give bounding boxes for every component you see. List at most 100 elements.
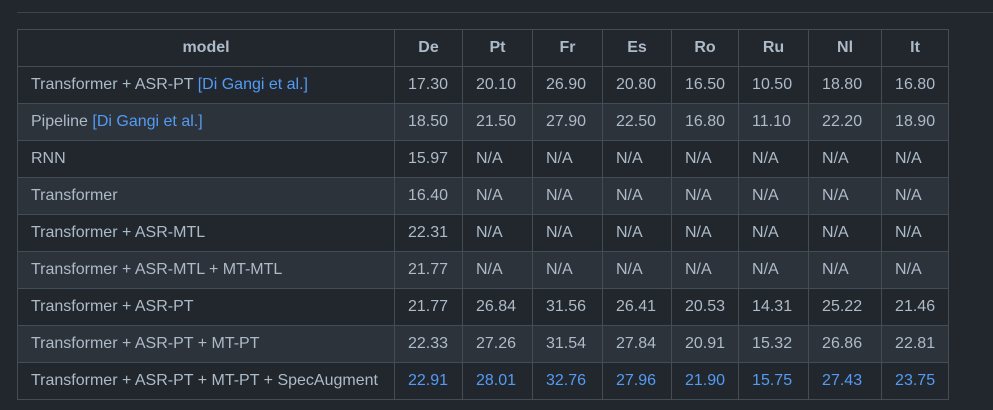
- score-cell: 14.31: [738, 288, 810, 326]
- score-cell: 18.90: [881, 103, 950, 141]
- column-header-fr: Fr: [532, 29, 603, 67]
- column-header-it: It: [881, 29, 950, 67]
- score-cell: 23.75: [881, 362, 950, 400]
- score-cell: 27.90: [532, 103, 603, 141]
- column-header-model: model: [17, 29, 395, 67]
- score-cell: N/A: [808, 177, 883, 215]
- score-cell: N/A: [602, 214, 672, 252]
- score-cell: N/A: [881, 251, 950, 289]
- score-cell: 15.32: [738, 325, 810, 363]
- score-cell: N/A: [462, 140, 533, 178]
- score-cell: N/A: [532, 140, 603, 178]
- column-header-es: Es: [602, 29, 672, 67]
- score-cell: N/A: [462, 177, 533, 215]
- score-cell: 26.41: [602, 288, 672, 326]
- score-cell: N/A: [808, 214, 883, 252]
- score-cell: 20.80: [602, 66, 672, 104]
- score-cell: 21.77: [394, 288, 463, 326]
- score-cell: N/A: [670, 214, 740, 252]
- model-name: Transformer + ASR-PT: [31, 76, 194, 93]
- column-header-pt: Pt: [462, 29, 533, 67]
- heading-divider: [17, 12, 993, 13]
- score-cell: 20.53: [670, 288, 740, 326]
- table-row: Transformer + ASR-PT [Di Gangi et al.] 17…: [17, 66, 950, 104]
- score-cell: 16.80: [881, 66, 950, 104]
- score-cell: N/A: [462, 214, 533, 252]
- model-cell: Transformer + ASR-PT + MT-PT + SpecAugme…: [17, 362, 395, 400]
- score-cell: N/A: [738, 214, 810, 252]
- score-cell: 20.10: [462, 66, 533, 104]
- score-cell: 28.01: [462, 362, 533, 400]
- table-row: Transformer + ASR-PT + MT-PT + SpecAugme…: [17, 362, 950, 400]
- score-cell: N/A: [670, 251, 740, 289]
- table-row: Transformer + ASR-MTL + MT-MTL 21.77 N/A N/…: [17, 251, 950, 289]
- citation-link[interactable]: [Di Gangi et al.]: [197, 76, 308, 93]
- score-cell: 27.26: [462, 325, 533, 363]
- score-cell: 27.84: [602, 325, 672, 363]
- model-name: Transformer + ASR-PT + MT-PT + SpecAugme…: [31, 372, 378, 389]
- column-header-nl: Nl: [808, 29, 883, 67]
- model-cell: Transformer + ASR-PT: [17, 288, 395, 326]
- score-cell: N/A: [532, 214, 603, 252]
- score-cell: 11.10: [738, 103, 810, 141]
- score-cell: 27.43: [808, 362, 883, 400]
- score-cell: 22.33: [394, 325, 463, 363]
- score-cell: 31.56: [532, 288, 603, 326]
- table-row: Transformer + ASR-PT + MT-PT 22.33 27.26 31…: [17, 325, 950, 363]
- score-cell: 27.96: [602, 362, 672, 400]
- results-table: model De Pt Fr Es Ro Ru Nl It Transformer + ASR-…: [17, 29, 950, 400]
- score-cell: 22.20: [808, 103, 883, 141]
- score-cell: N/A: [462, 251, 533, 289]
- score-cell: 21.46: [881, 288, 950, 326]
- score-cell: 16.80: [670, 103, 740, 141]
- score-cell: N/A: [670, 140, 740, 178]
- table-row: Transformer + ASR-MTL 22.31 N/A N/A N/A N/A N/…: [17, 214, 950, 252]
- model-cell: RNN: [17, 140, 395, 178]
- model-name: RNN: [31, 150, 66, 167]
- column-header-ro: Ro: [670, 29, 740, 67]
- score-cell: 15.75: [738, 362, 810, 400]
- score-cell: 22.50: [602, 103, 672, 141]
- score-cell: N/A: [602, 177, 672, 215]
- score-cell: N/A: [532, 177, 603, 215]
- score-cell: N/A: [881, 140, 950, 178]
- score-cell: 25.22: [808, 288, 883, 326]
- score-cell: 21.90: [670, 362, 740, 400]
- score-cell: 17.30: [394, 66, 463, 104]
- score-cell: N/A: [602, 251, 672, 289]
- score-cell: 22.91: [394, 362, 463, 400]
- column-header-de: De: [394, 29, 463, 67]
- score-cell: N/A: [808, 251, 883, 289]
- model-name: Transformer: [31, 187, 118, 204]
- score-cell: 15.97: [394, 140, 463, 178]
- model-name: Transformer + ASR-PT + MT-PT: [31, 335, 260, 352]
- score-cell: 21.77: [394, 251, 463, 289]
- table-row: Transformer + ASR-PT 21.77 26.84 31.56 26.41…: [17, 288, 950, 326]
- model-cell: Transformer + ASR-PT [Di Gangi et al.]: [17, 66, 395, 104]
- model-cell: Transformer + ASR-MTL + MT-MTL: [17, 251, 395, 289]
- score-cell: N/A: [602, 140, 672, 178]
- score-cell: N/A: [738, 251, 810, 289]
- model-cell: Pipeline [Di Gangi et al.]: [17, 103, 395, 141]
- score-cell: 18.50: [394, 103, 463, 141]
- score-cell: 20.91: [670, 325, 740, 363]
- table-row: Pipeline [Di Gangi et al.] 18.50 21.50 27.9…: [17, 103, 950, 141]
- model-cell: Transformer + ASR-MTL: [17, 214, 395, 252]
- column-header-ru: Ru: [738, 29, 810, 67]
- score-cell: 10.50: [738, 66, 810, 104]
- table-row: RNN 15.97 N/A N/A N/A N/A N/A N/A N/A: [17, 140, 950, 178]
- score-cell: N/A: [881, 177, 950, 215]
- score-cell: N/A: [670, 177, 740, 215]
- score-cell: 26.86: [808, 325, 883, 363]
- score-cell: N/A: [808, 140, 883, 178]
- score-cell: 31.54: [532, 325, 603, 363]
- citation-link[interactable]: [Di Gangi et al.]: [92, 113, 203, 130]
- model-name: Transformer + ASR-MTL: [31, 224, 206, 241]
- score-cell: 18.80: [808, 66, 883, 104]
- score-cell: N/A: [738, 140, 810, 178]
- score-cell: 26.84: [462, 288, 533, 326]
- table-row: Transformer 16.40 N/A N/A N/A N/A N/A N/A N/A: [17, 177, 950, 215]
- score-cell: 32.76: [532, 362, 603, 400]
- model-name: Transformer + ASR-MTL + MT-MTL: [31, 261, 283, 278]
